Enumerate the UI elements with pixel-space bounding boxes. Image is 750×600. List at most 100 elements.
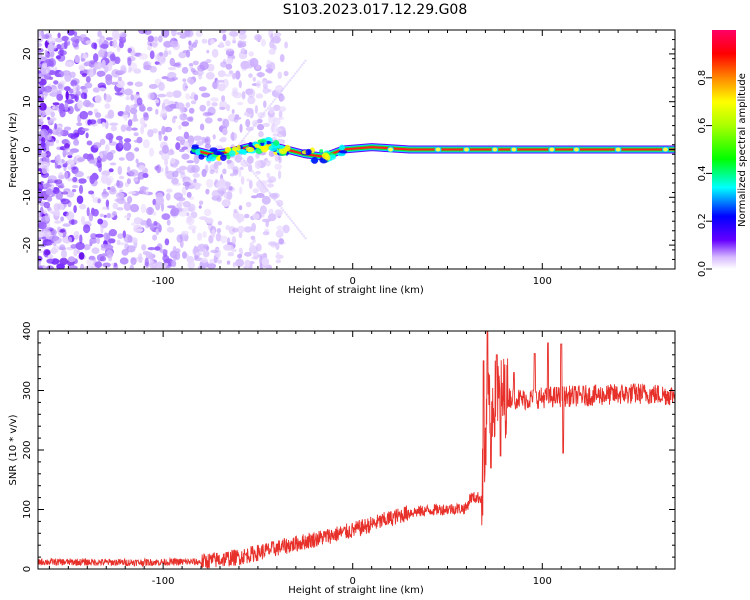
noise-blob xyxy=(243,112,249,116)
noise-blob xyxy=(154,61,160,65)
carrier-blob xyxy=(307,149,312,155)
carrier-blob xyxy=(265,140,272,145)
noise-blob xyxy=(128,191,137,195)
noise-blob xyxy=(213,163,218,170)
noise-blob xyxy=(226,159,233,163)
noise-blob xyxy=(67,30,75,36)
noise-blob xyxy=(226,260,231,265)
noise-blob xyxy=(220,61,228,68)
noise-blob xyxy=(55,73,62,78)
noise-blob xyxy=(137,171,145,180)
noise-blob xyxy=(268,48,276,55)
noise-blob xyxy=(238,205,243,211)
noise-blob xyxy=(185,93,191,100)
noise-blob xyxy=(78,178,87,184)
carrier-knot xyxy=(434,146,442,153)
noise-blob xyxy=(243,226,253,233)
y-tick-label: 0 xyxy=(22,146,33,152)
noise-streak xyxy=(275,200,278,203)
noise-blob xyxy=(94,94,102,104)
noise-blob xyxy=(169,57,175,67)
noise-blob xyxy=(124,88,133,96)
noise-streak xyxy=(266,189,270,192)
noise-blob xyxy=(268,106,275,114)
noise-blob xyxy=(210,97,219,102)
noise-blob xyxy=(237,42,247,48)
noise-blob xyxy=(64,102,69,111)
noise-blob xyxy=(194,182,199,186)
carrier-blob xyxy=(220,154,227,161)
noise-blob xyxy=(101,121,106,128)
noise-blob xyxy=(222,34,227,42)
noise-blob xyxy=(192,60,199,66)
noise-blob xyxy=(85,76,91,83)
noise-streak xyxy=(277,94,280,97)
noise-blob xyxy=(205,72,215,80)
noise-blob xyxy=(271,123,276,127)
noise-blob xyxy=(93,142,102,149)
noise-blob xyxy=(163,50,169,58)
noise-blob xyxy=(68,88,74,94)
noise-blob xyxy=(76,195,84,204)
colorbar-tick-label: 0.6 xyxy=(697,118,708,134)
noise-blob xyxy=(225,40,231,47)
noise-blob xyxy=(161,76,169,80)
noise-blob xyxy=(274,163,283,170)
noise-streak xyxy=(282,87,285,91)
noise-blob xyxy=(235,213,245,223)
noise-blob xyxy=(275,229,284,238)
noise-blob xyxy=(224,48,234,52)
noise-blob xyxy=(212,134,216,140)
noise-blob xyxy=(112,211,117,217)
noise-blob xyxy=(98,87,107,92)
noise-blob xyxy=(44,249,51,256)
noise-streak xyxy=(246,163,249,167)
noise-blob xyxy=(110,125,117,132)
noise-blob xyxy=(206,49,210,54)
carrier-blob xyxy=(338,144,346,151)
noise-blob xyxy=(74,55,81,63)
noise-blob xyxy=(42,183,52,188)
noise-blob xyxy=(104,94,112,103)
noise-blob xyxy=(123,111,129,115)
carrier-blob xyxy=(195,148,201,156)
noise-blob xyxy=(268,150,275,157)
noise-blob xyxy=(93,174,99,180)
noise-blob xyxy=(176,197,186,202)
noise-blob xyxy=(157,93,167,98)
noise-blob xyxy=(154,246,161,251)
noise-streak xyxy=(290,219,294,223)
noise-blob xyxy=(152,128,159,134)
noise-blob xyxy=(251,195,258,199)
noise-blob xyxy=(91,42,97,49)
noise-blob xyxy=(39,202,45,207)
noise-blob xyxy=(139,105,146,112)
noise-blob xyxy=(97,30,102,38)
noise-blob xyxy=(256,193,265,198)
x-tick-label: 100 xyxy=(533,276,552,287)
noise-blob xyxy=(163,135,168,142)
noise-blob xyxy=(146,106,153,112)
noise-blob xyxy=(238,168,242,178)
noise-blob xyxy=(93,53,99,63)
noise-blob xyxy=(170,157,176,164)
noise-streak xyxy=(282,209,285,212)
noise-blob xyxy=(92,87,100,93)
noise-blob xyxy=(100,174,109,184)
noise-blob xyxy=(123,215,131,219)
noise-blob xyxy=(166,188,173,193)
carrier-blob xyxy=(209,147,218,153)
noise-blob xyxy=(201,168,207,178)
noise-streak xyxy=(256,176,259,180)
noise-blob xyxy=(44,91,49,97)
noise-blob xyxy=(40,115,44,123)
noise-blob xyxy=(51,229,57,236)
noise-blob xyxy=(205,178,214,188)
noise-blob xyxy=(133,228,144,232)
noise-blob xyxy=(118,242,126,246)
noise-blob xyxy=(246,155,254,164)
noise-blob xyxy=(85,132,89,139)
noise-blob xyxy=(225,63,233,70)
noise-blob xyxy=(124,138,132,143)
